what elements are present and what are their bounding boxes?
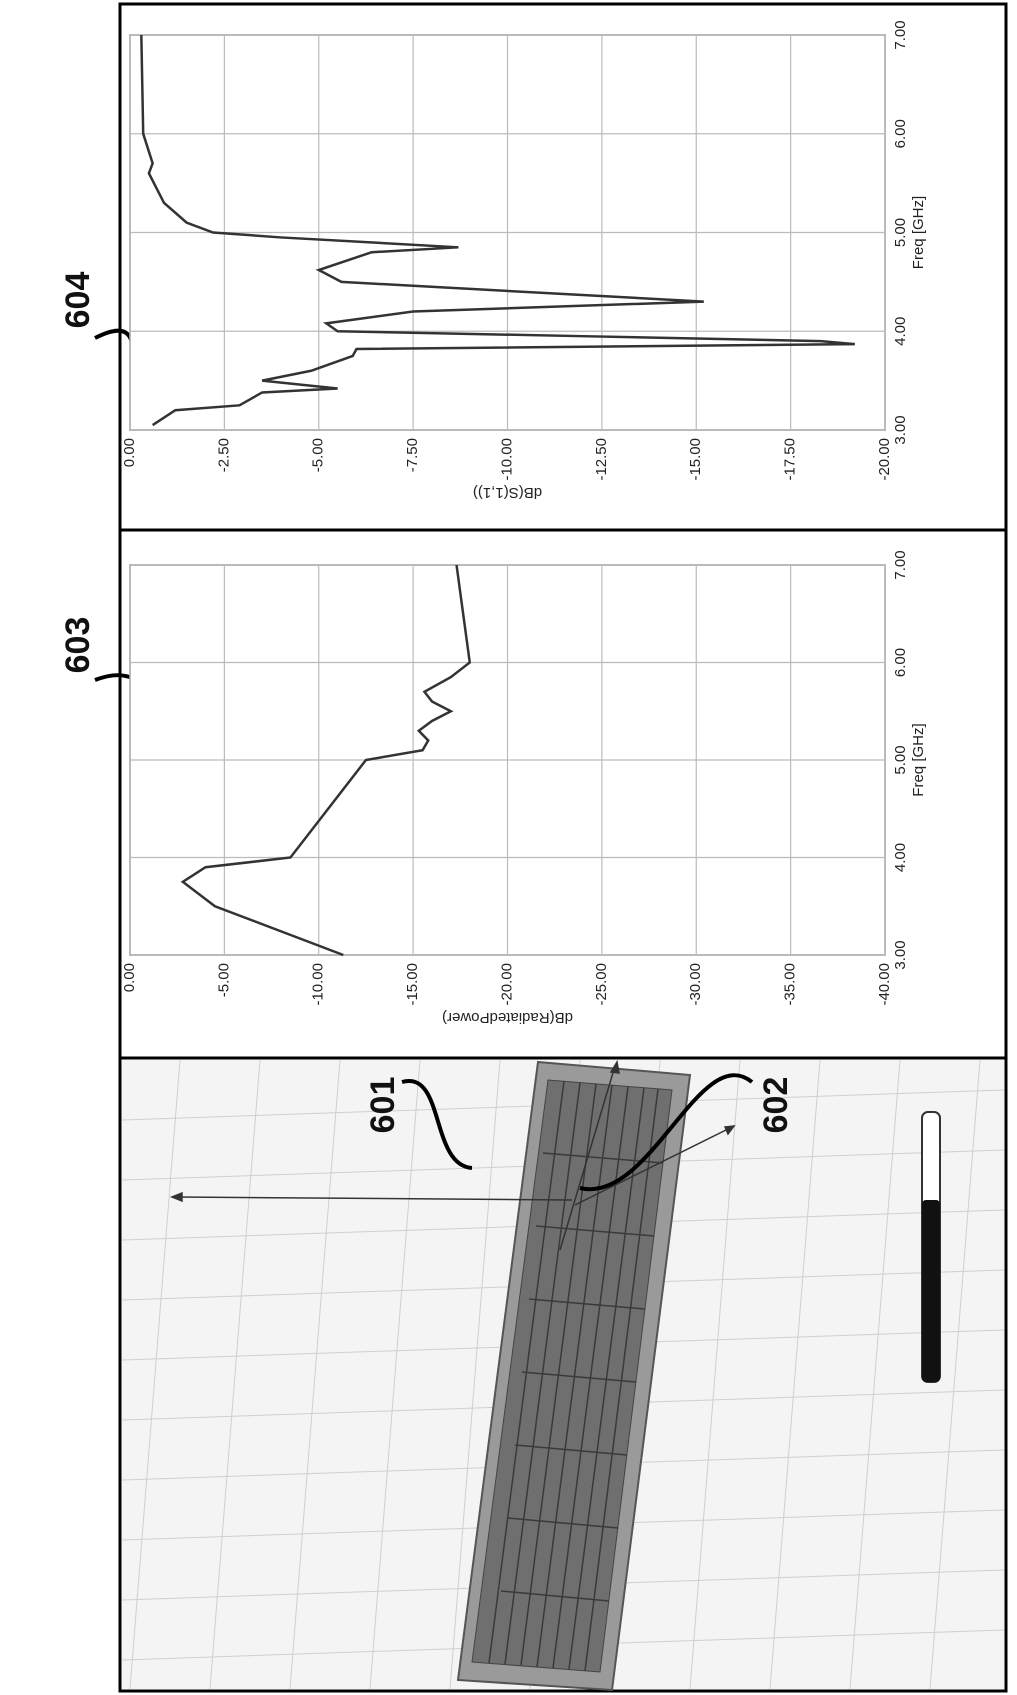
figure: 601 602 604 603 3.00 4.00 5.00 6.00 7.00 0.00…: [0, 0, 1017, 1695]
y-axis-label: dB(RadiatedPower): [442, 1009, 573, 1026]
y-tick-label: -35.00: [782, 963, 799, 1006]
x-tick-label: 3.00: [892, 940, 909, 969]
y-tick-label: -10.00: [498, 438, 515, 481]
y-tick-label: -7.50: [404, 438, 421, 472]
x-axis-label: Freq [GHz]: [910, 196, 927, 269]
x-tick-label: 4.00: [892, 317, 909, 346]
reference-numeral: 601: [364, 1077, 402, 1134]
model-view: 601 602: [122, 1060, 1004, 1690]
y-tick-label: -20.00: [498, 963, 515, 1006]
x-tick-label: 6.00: [892, 119, 909, 148]
x-tick-label: 7.00: [892, 550, 909, 579]
radiated-power-chart: 3.00 4.00 5.00 6.00 7.00 0.00 -5.00 -10.00 -15.0…: [121, 550, 927, 1026]
x-tick-label: 5.00: [892, 218, 909, 247]
x-tick-label: 6.00: [892, 648, 909, 677]
scale-bar: [922, 1112, 940, 1382]
y-tick-label: -17.50: [782, 438, 799, 481]
y-tick-label: -10.00: [310, 963, 327, 1006]
reference-numeral: 602: [757, 1077, 795, 1134]
reference-numeral: 603: [59, 617, 97, 674]
y-tick-label: -5.00: [215, 963, 232, 997]
s11-chart: 3.00 4.00 5.00 6.00 7.00 0.00 -2.50 -5.00 -7.50 -…: [121, 20, 927, 501]
x-tick-label: 4.00: [892, 843, 909, 872]
y-tick-label: -15.00: [687, 438, 704, 481]
y-tick-label: -2.50: [215, 438, 232, 472]
reference-numeral: 604: [59, 272, 97, 329]
y-tick-label: 0.00: [121, 963, 138, 992]
x-tick-label: 3.00: [892, 415, 909, 444]
x-axis-label: Freq [GHz]: [910, 723, 927, 796]
y-tick-label: -25.00: [593, 963, 610, 1006]
y-tick-label: -20.00: [876, 438, 893, 481]
y-tick-label: -15.00: [404, 963, 421, 1006]
y-tick-label: -12.50: [593, 438, 610, 481]
y-axis-label: dB(S(1,1)): [473, 484, 542, 501]
y-tick-label: -5.00: [310, 438, 327, 472]
y-tick-label: -40.00: [876, 963, 893, 1006]
y-tick-label: 0.00: [121, 438, 138, 467]
x-tick-label: 5.00: [892, 745, 909, 774]
y-tick-label: -30.00: [687, 963, 704, 1006]
x-tick-label: 7.00: [892, 20, 909, 49]
